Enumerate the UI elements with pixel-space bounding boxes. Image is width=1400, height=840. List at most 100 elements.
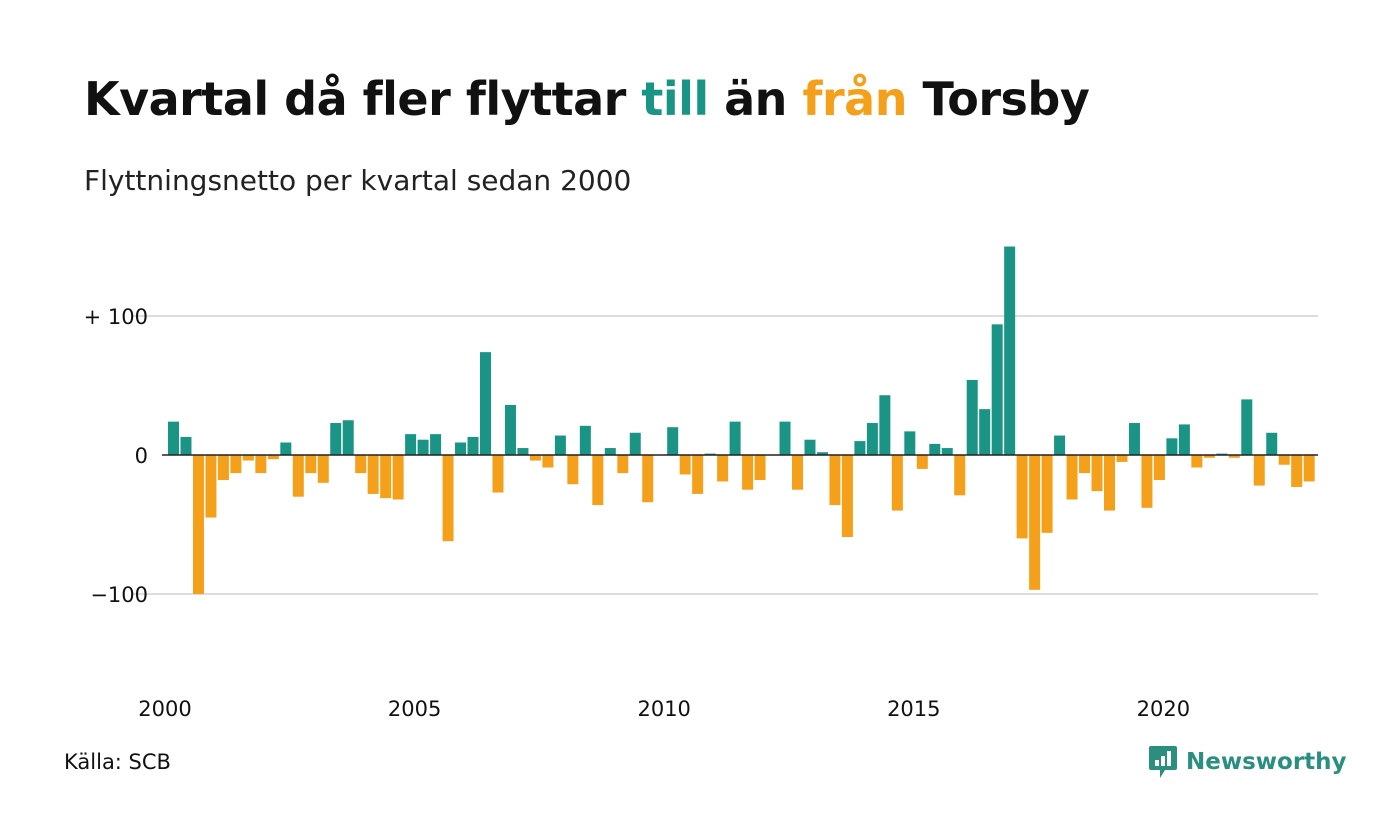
x-tick-label: 2000: [138, 697, 191, 721]
bar: [954, 455, 966, 496]
bar: [367, 455, 379, 494]
bar: [567, 455, 579, 485]
bar: [180, 436, 192, 455]
bar: [592, 455, 604, 506]
bar: [1241, 399, 1253, 455]
title-highlight-fran: från: [802, 72, 907, 126]
bar: [792, 455, 803, 490]
bar: [1004, 246, 1016, 455]
bar: [442, 455, 454, 542]
bar: [604, 448, 616, 455]
bar: [1178, 424, 1190, 455]
bar: [1278, 455, 1290, 465]
y-tick-label: + 100: [84, 305, 148, 329]
bar: [879, 395, 891, 455]
bar: [330, 423, 342, 455]
bar: [405, 434, 417, 455]
bar: [380, 455, 392, 499]
bar: [692, 455, 704, 494]
x-tick-label: 2005: [388, 697, 441, 721]
bar: [492, 455, 504, 493]
bar: [230, 455, 242, 474]
bar: [891, 455, 903, 511]
bar: [417, 439, 429, 455]
bar: [804, 439, 816, 455]
bar: [1091, 455, 1103, 492]
bar: [1291, 455, 1303, 487]
bar: [729, 421, 741, 455]
bar: [742, 455, 754, 490]
bar: [929, 443, 941, 455]
bar: [280, 442, 292, 455]
bar: [841, 455, 853, 538]
source-note: Källa: SCB: [64, 750, 171, 774]
bar: [816, 452, 828, 455]
bar: [1153, 455, 1165, 481]
bar: [455, 442, 467, 455]
y-tick-label: 0: [135, 444, 148, 468]
bar: [317, 455, 329, 483]
bar: [966, 379, 978, 455]
newsworthy-logo[interactable]: Newsworthy: [1148, 745, 1347, 779]
bar-chart: + 100 0 −100 2000 2005 2010 2015 2020: [84, 246, 1318, 721]
bar: [754, 455, 766, 481]
bar: [168, 421, 179, 455]
bar: [941, 448, 953, 455]
bar: [679, 455, 691, 475]
bar: [1104, 455, 1115, 511]
bar: [579, 425, 591, 455]
bar: [1203, 455, 1215, 458]
title-part-3: än: [708, 72, 803, 126]
bar: [242, 455, 254, 461]
bar: [192, 455, 204, 594]
x-tick-label: 2015: [887, 697, 940, 721]
bar: [504, 404, 516, 455]
bar: [1128, 423, 1140, 455]
bar: [529, 455, 541, 461]
bar: [1228, 455, 1240, 458]
bar: [1041, 455, 1053, 533]
bar: [1303, 455, 1315, 482]
bar: [342, 420, 354, 455]
bar: [717, 455, 729, 482]
title-part-5: Torsby: [906, 72, 1090, 126]
bar: [292, 455, 304, 497]
bar: [1016, 455, 1028, 539]
bar: [904, 431, 916, 455]
bar: [205, 455, 217, 518]
title-highlight-till: till: [641, 72, 709, 126]
bar: [467, 436, 479, 455]
bar: [1079, 455, 1091, 474]
bar: [1141, 455, 1153, 508]
bar: [1029, 455, 1041, 590]
bar: [392, 455, 404, 500]
x-tick-label: 2020: [1137, 697, 1190, 721]
bar: [916, 455, 928, 469]
bar: [305, 455, 317, 474]
newsworthy-logo-text: Newsworthy: [1186, 749, 1347, 775]
bar: [1116, 455, 1128, 462]
bar: [629, 432, 641, 455]
bar: [642, 455, 654, 503]
bar: [854, 441, 866, 455]
bar: [217, 455, 229, 481]
title-part-1: Kvartal då fler flyttar: [84, 72, 642, 126]
bar: [667, 427, 679, 455]
bar: [1066, 455, 1078, 500]
bar: [617, 455, 629, 474]
bar: [355, 455, 367, 474]
y-tick-label: −100: [90, 583, 148, 607]
bar: [430, 434, 442, 455]
bar: [1266, 432, 1278, 455]
bar: [979, 409, 991, 455]
bar: [1191, 455, 1203, 468]
bar: [1054, 435, 1066, 455]
bar: [829, 455, 841, 506]
bar: [480, 352, 491, 455]
bar: [866, 423, 878, 455]
bar: [542, 455, 554, 468]
bar: [267, 455, 279, 460]
bar: [779, 421, 791, 455]
bar: [1166, 438, 1178, 455]
bar: [991, 324, 1003, 455]
